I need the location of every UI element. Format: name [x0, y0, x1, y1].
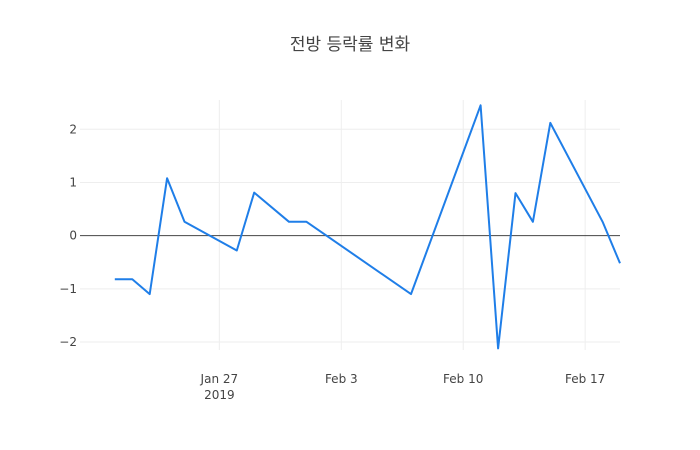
y-tick-label: −1 — [59, 282, 77, 296]
chart-title: 전방 등락률 변화 — [290, 35, 411, 55]
data-point — [549, 122, 551, 124]
y-tick-label: 0 — [69, 229, 77, 243]
data-point — [184, 221, 186, 223]
data-point — [149, 293, 151, 295]
data-point — [532, 221, 534, 223]
data-point — [305, 221, 307, 223]
y-tick-label: 2 — [69, 122, 77, 136]
data-point — [480, 104, 482, 106]
data-point — [253, 192, 255, 194]
x-tick-sublabel: 2019 — [204, 388, 235, 402]
data-point — [288, 221, 290, 223]
data-point — [514, 192, 516, 194]
x-tick-label: Feb 17 — [565, 372, 605, 386]
y-tick-label: −2 — [59, 335, 77, 349]
data-point — [236, 250, 238, 252]
data-point — [410, 293, 412, 295]
data-point — [497, 347, 499, 349]
axis-layer: Jan 27 2019 Feb 3 Feb 10 Feb 17 2 1 0 −1 −2 — [59, 122, 605, 402]
data-point — [114, 278, 116, 280]
x-tick-label: Jan 27 — [200, 372, 239, 386]
data-point — [602, 221, 604, 223]
x-tick-label: Feb 3 — [325, 372, 358, 386]
data-point — [166, 177, 168, 179]
grid-layer — [80, 100, 620, 350]
x-tick-label: Feb 10 — [443, 372, 483, 386]
series-line — [114, 104, 621, 350]
series-layer — [114, 104, 621, 350]
data-point — [131, 278, 133, 280]
y-tick-label: 1 — [69, 175, 77, 189]
data-point — [619, 262, 621, 264]
